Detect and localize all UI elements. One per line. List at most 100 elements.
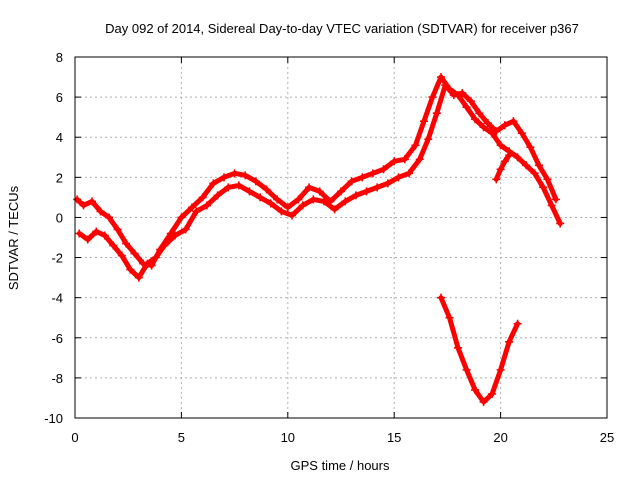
plot-frame xyxy=(74,56,608,419)
data-point xyxy=(394,173,403,182)
data-point xyxy=(390,157,399,166)
data-point xyxy=(198,193,207,202)
data-point xyxy=(462,103,471,112)
y-tick-label: 0 xyxy=(56,210,63,225)
data-point xyxy=(88,197,97,206)
data-point xyxy=(556,219,565,228)
data-point xyxy=(245,187,254,196)
data-point xyxy=(379,165,388,174)
data-point xyxy=(273,195,282,204)
data-point xyxy=(539,183,548,192)
data-point xyxy=(479,397,488,406)
data-point xyxy=(424,135,433,144)
series-short-track xyxy=(492,151,514,184)
data-point xyxy=(251,177,260,186)
data-point xyxy=(79,201,88,210)
data-point xyxy=(358,173,367,182)
y-tick-label: -4 xyxy=(51,291,63,306)
x-tick-label: 0 xyxy=(71,430,78,445)
data-point xyxy=(151,253,160,262)
data-point xyxy=(458,89,467,98)
data-point xyxy=(126,265,135,274)
data-point xyxy=(368,169,377,178)
data-point xyxy=(517,129,526,138)
axis-ticks: 0 5 10 15 20 25 -10 -8 -6 -4 -2 0 2 4 6 8 xyxy=(44,50,614,445)
data-point xyxy=(428,93,437,102)
data-point xyxy=(117,251,126,260)
series-track xyxy=(74,74,563,269)
data-point xyxy=(441,81,450,90)
data-point xyxy=(373,183,382,192)
series-track xyxy=(76,82,559,281)
data-point xyxy=(449,91,458,100)
data-point xyxy=(488,389,497,398)
data-point xyxy=(330,205,339,214)
y-tick-label: -2 xyxy=(51,251,63,266)
data-point xyxy=(437,293,446,302)
data-point xyxy=(113,225,122,234)
data-point xyxy=(337,187,345,196)
x-tick-label: 5 xyxy=(178,430,185,445)
data-point xyxy=(505,337,514,346)
data-point xyxy=(500,121,509,130)
data-point xyxy=(209,179,218,188)
data-point xyxy=(462,365,471,374)
data-point xyxy=(294,195,303,204)
data-point xyxy=(419,117,428,126)
data-point xyxy=(134,273,143,282)
data-point xyxy=(547,201,556,210)
data-point xyxy=(298,201,307,210)
data-point xyxy=(224,183,233,192)
data-point xyxy=(305,183,314,192)
data-point xyxy=(309,195,318,204)
data-point xyxy=(96,207,105,216)
data-point xyxy=(256,193,265,202)
data-point xyxy=(526,143,535,152)
data-point xyxy=(505,151,514,160)
data-point xyxy=(445,313,454,322)
data-point xyxy=(143,259,152,268)
data-point xyxy=(405,169,414,178)
y-tick-label: 6 xyxy=(56,90,63,105)
data-point xyxy=(234,181,243,190)
data-point xyxy=(230,169,239,178)
data-point xyxy=(471,115,480,124)
data-point xyxy=(213,191,222,200)
data-point xyxy=(241,171,250,180)
data-point xyxy=(122,239,131,248)
data-point xyxy=(181,225,190,234)
data-point xyxy=(534,161,543,170)
x-tick-label: 25 xyxy=(600,430,614,445)
data-point xyxy=(283,203,292,212)
grid-lines xyxy=(75,57,607,418)
data-point xyxy=(437,73,446,82)
data-point xyxy=(192,207,201,216)
data-point xyxy=(83,235,92,244)
data-series xyxy=(73,73,565,406)
data-point xyxy=(400,155,409,164)
data-point xyxy=(262,185,271,194)
data-point xyxy=(319,197,328,206)
y-tick-label: -6 xyxy=(51,331,63,346)
data-point xyxy=(188,203,197,212)
data-point xyxy=(471,385,480,394)
data-point xyxy=(500,157,509,166)
y-tick-label: 4 xyxy=(56,130,63,145)
data-point xyxy=(351,191,360,200)
data-point xyxy=(105,213,114,222)
data-point xyxy=(543,175,552,184)
data-point xyxy=(454,343,463,352)
data-point xyxy=(100,231,109,240)
data-point xyxy=(492,127,501,136)
data-point xyxy=(347,177,356,186)
chart-title: Day 092 of 2014, Sidereal Day-to-day VTE… xyxy=(105,21,579,36)
data-point xyxy=(383,179,392,188)
data-point xyxy=(496,165,505,174)
data-point xyxy=(341,197,350,206)
data-point xyxy=(160,241,169,250)
y-tick-label: -10 xyxy=(44,411,63,426)
data-point xyxy=(315,187,324,196)
data-point xyxy=(432,109,441,118)
data-point xyxy=(415,155,424,164)
data-point xyxy=(130,249,139,258)
